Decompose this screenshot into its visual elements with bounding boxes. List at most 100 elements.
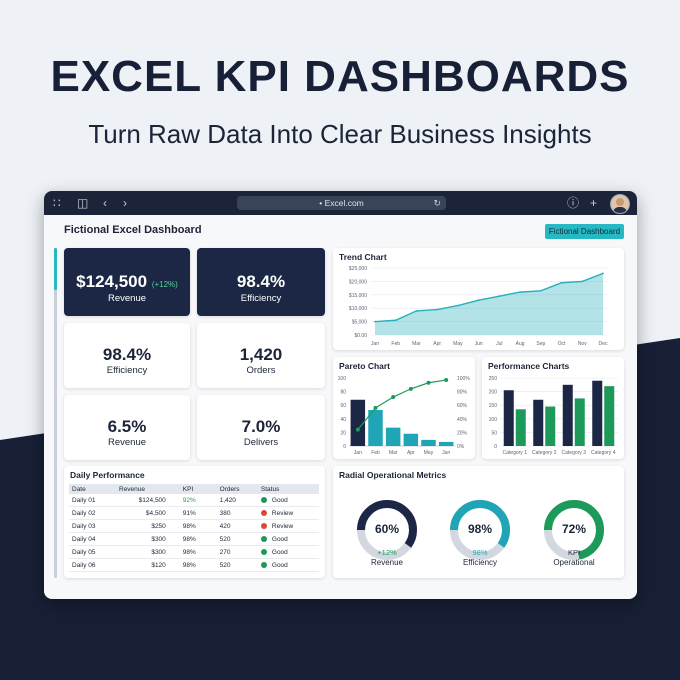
avatar-body: [613, 207, 627, 213]
trend-chart-card[interactable]: Trend Chart $25,000 $20,000 $15,000 $10,000…: [333, 248, 624, 350]
gauge-sub: +12%: [377, 548, 397, 557]
x-tick-label: Jan: [354, 450, 362, 456]
table-row[interactable]: Daily 02 $4,500 91% 380 Review: [69, 506, 319, 520]
trend-point: [477, 299, 480, 302]
x-tick-label: Category 1: [503, 450, 528, 456]
trend-point: [394, 319, 397, 322]
y-tick-label: 40: [340, 417, 346, 423]
performance-bar: [592, 380, 603, 446]
kpi-label: Efficiency: [106, 365, 148, 376]
back-icon[interactable]: ‹: [103, 196, 107, 210]
table-cell-status: Review: [257, 506, 319, 520]
scrollbar-thumb[interactable]: [54, 248, 57, 290]
url-bar[interactable]: • Excel.com ↻: [237, 196, 446, 210]
refresh-icon[interactable]: ↻: [433, 198, 441, 208]
kpi-card-efficiency[interactable]: 98.4% Efficiency: [64, 323, 190, 388]
radial-gauges: 60%+12%Revenue98%98%Efficiency72%KPIOper…: [357, 500, 604, 567]
table-row[interactable]: Daily 01 $124,500 92% 1,420 Good: [69, 494, 319, 507]
avatar[interactable]: [610, 194, 630, 214]
x-tick-label: Sep: [536, 341, 545, 347]
scrollbar[interactable]: [54, 248, 57, 578]
column-header[interactable]: Orders: [216, 484, 258, 494]
dashboard-title: Fictional Excel Dashboard: [64, 224, 202, 236]
table-cell-revenue: $250: [116, 519, 169, 533]
table-cell-revenue: $300: [116, 532, 169, 546]
kpi-card-efficiency-dark[interactable]: 98.4% Efficiency: [197, 248, 325, 316]
kpi-label: Efficiency: [240, 293, 282, 304]
status-label: Good: [271, 548, 288, 556]
column-header[interactable]: Revenue: [116, 484, 169, 494]
y-tick-label: $0.00: [354, 333, 367, 339]
y-tick-label: $15,000: [349, 293, 367, 299]
y-tick-label: 200: [489, 390, 498, 396]
trend-area: [375, 273, 603, 335]
grid-icon[interactable]: ∷: [53, 196, 61, 210]
kpi-delta: (+12%): [151, 280, 178, 289]
kpi-card-revenue-rate[interactable]: 6.5% Revenue: [64, 395, 190, 460]
kpi-card-revenue[interactable]: $124,500 (+12%) Revenue: [64, 248, 190, 316]
gauge-sub: KPI: [568, 548, 580, 557]
kpi-label: Orders: [246, 365, 276, 376]
plus-icon[interactable]: +: [590, 196, 598, 210]
y-tick-label: 60: [340, 403, 346, 409]
fictional-dashboard-chip[interactable]: Fictional Dashboard: [545, 224, 624, 239]
kpi-value: 6.5%: [107, 417, 147, 436]
pareto-bar: [368, 409, 383, 446]
y-tick-label: 100: [489, 417, 498, 423]
gauge-value: 72%: [562, 522, 586, 536]
table-cell-orders: 520: [216, 558, 258, 572]
kpi-card-orders[interactable]: 1,420 Orders: [197, 323, 325, 388]
table-cell-date: Daily 03: [69, 519, 116, 533]
forward-icon[interactable]: ›: [123, 196, 127, 210]
status-dot-icon: [260, 509, 267, 516]
trend-point: [581, 280, 584, 283]
x-tick-label: Jul: [496, 341, 502, 347]
table-row[interactable]: Daily 05 $300 98% 270 Good: [69, 545, 319, 559]
kpi-card-delivers[interactable]: 7.0% Delivers: [197, 395, 325, 460]
status-label: Good: [271, 561, 288, 569]
performance-bar: [533, 399, 544, 446]
cumulative-point: [408, 386, 413, 391]
column-header[interactable]: KPI: [168, 484, 217, 494]
table-row[interactable]: Daily 04 $300 98% 520 Good: [69, 532, 319, 546]
pareto-chart-card[interactable]: Pareto Chart 100 100% 80 80% 60 60% 40 40% 20 20%…: [333, 357, 475, 459]
table-cell-status: Good: [257, 532, 319, 546]
y-tick-label: 150: [489, 403, 498, 409]
help-icon[interactable]: ⓘ: [567, 196, 580, 210]
pareto-bar: [421, 439, 436, 446]
performance-chart-card[interactable]: Performance Charts 250 200 150 100 50 0 Catego…: [482, 357, 624, 459]
performance-bar: [562, 384, 573, 446]
performance-bar: [545, 406, 556, 446]
table-cell-date: Daily 05: [69, 545, 116, 559]
column-header[interactable]: Status: [257, 484, 319, 494]
table-cell-kpi: 98%: [168, 519, 217, 533]
kpi-label: Revenue: [107, 293, 147, 304]
table-cell-kpi: 98%: [168, 558, 217, 572]
x-tick-label: Oct: [558, 341, 566, 347]
performance-bar: [574, 398, 585, 446]
kpi-value: 98.4%: [236, 272, 286, 291]
status-label: Review: [271, 522, 294, 530]
x-tick-label: Apr: [407, 450, 415, 456]
x-tick-label: Apr: [433, 341, 441, 347]
y-tick-label: 100: [338, 376, 347, 382]
table-row[interactable]: Daily 03 $250 98% 420 Review: [69, 519, 319, 533]
gauge-arc: [450, 500, 510, 560]
promo-headline: EXCEL KPI DASHBOARDS: [50, 52, 630, 101]
lock-icon: •: [319, 198, 325, 208]
y2-tick-label: 20%: [457, 430, 468, 436]
sidebar-icon[interactable]: ◫: [77, 196, 89, 210]
table-cell-revenue: $124,500: [116, 494, 169, 507]
table-cell-orders: 380: [216, 506, 258, 520]
x-tick-label: Category 2: [532, 450, 557, 456]
avatar-head: [616, 198, 624, 206]
x-tick-label: Nov: [578, 341, 587, 347]
trend-line: [374, 272, 604, 323]
trend-point: [602, 272, 604, 275]
kpi-value: 1,420: [239, 345, 283, 364]
column-header[interactable]: Date: [69, 484, 116, 494]
gauge-label: Operational: [553, 558, 595, 567]
table-row[interactable]: Daily 06 $120 98% 520 Good: [69, 558, 319, 572]
status-dot-icon: [260, 561, 267, 568]
x-tick-label: Jun: [442, 450, 450, 456]
